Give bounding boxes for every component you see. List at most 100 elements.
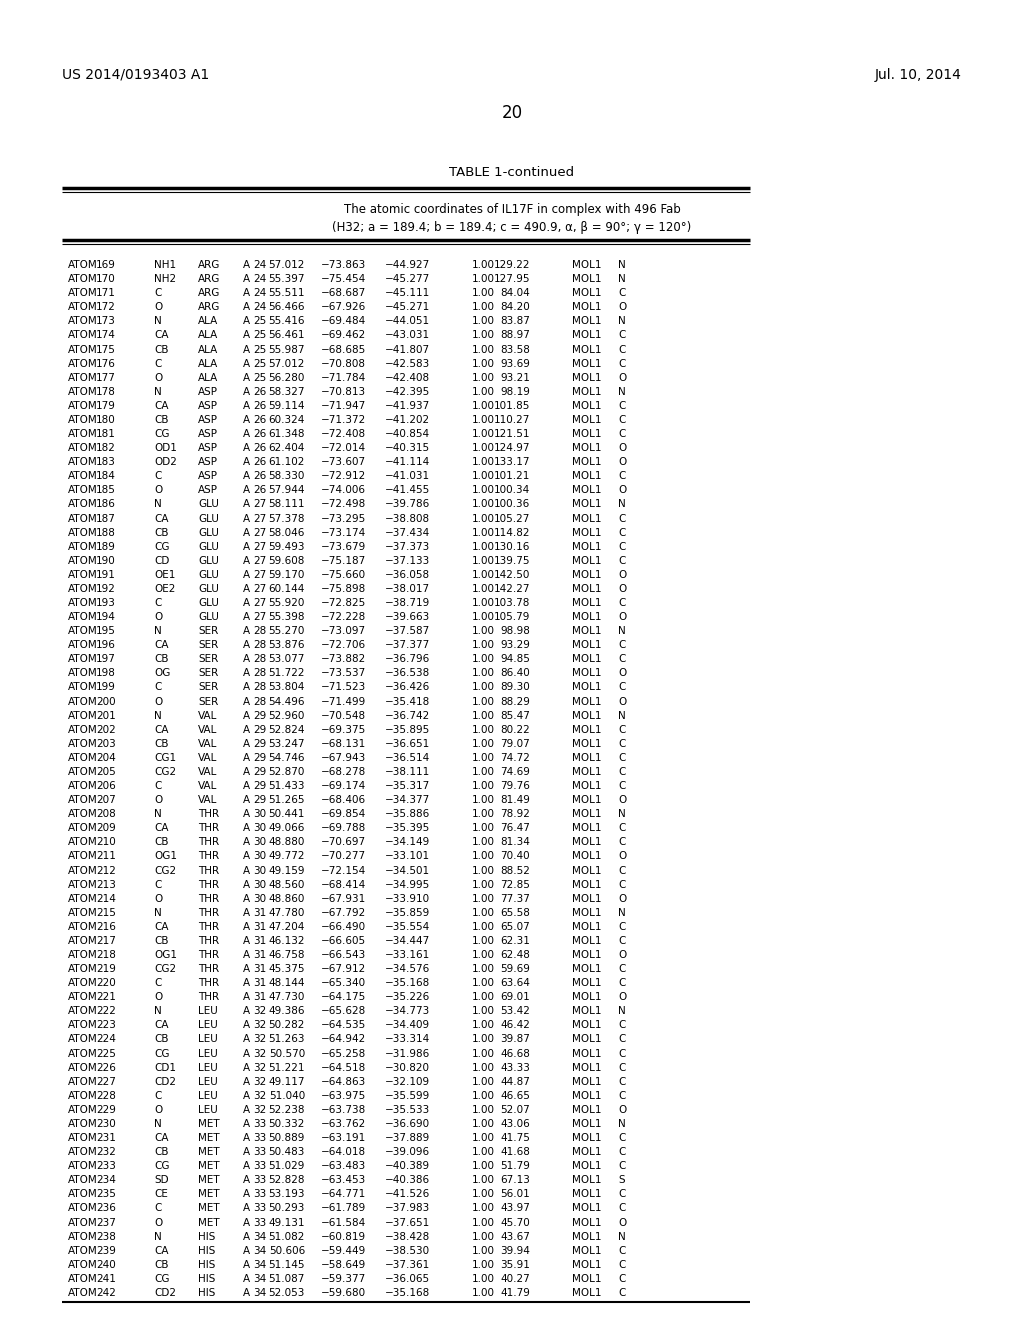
Text: A: A [243,513,250,524]
Text: 29: 29 [253,781,266,791]
Text: 206: 206 [96,781,116,791]
Text: MOL1: MOL1 [572,1147,601,1158]
Text: −72.408: −72.408 [321,429,366,440]
Text: 184: 184 [96,471,116,482]
Text: ATOM: ATOM [68,879,97,890]
Text: 203: 203 [96,739,116,748]
Text: 218: 218 [96,950,116,960]
Text: 194: 194 [96,612,116,622]
Text: 61.102: 61.102 [268,457,305,467]
Text: 1.00: 1.00 [472,1288,495,1298]
Text: −37.651: −37.651 [385,1217,430,1228]
Text: MOL1: MOL1 [572,444,601,453]
Text: 59.114: 59.114 [268,401,305,411]
Text: 227: 227 [96,1077,116,1086]
Text: ARG: ARG [198,275,220,284]
Text: A: A [243,866,250,875]
Text: ATOM: ATOM [68,471,97,482]
Text: A: A [243,1077,250,1086]
Text: 76.47: 76.47 [500,824,530,833]
Text: 43.33: 43.33 [500,1063,530,1073]
Text: 196: 196 [96,640,116,651]
Text: 53.876: 53.876 [268,640,305,651]
Text: ATOM: ATOM [68,1274,97,1284]
Text: ATOM: ATOM [68,697,97,706]
Text: SER: SER [198,697,218,706]
Text: MOL1: MOL1 [572,556,601,566]
Text: 26: 26 [253,414,266,425]
Text: 1.00: 1.00 [472,824,495,833]
Text: −64.535: −64.535 [321,1020,366,1031]
Text: 1.00: 1.00 [472,1175,495,1185]
Text: 142.50: 142.50 [494,570,530,579]
Text: −72.498: −72.498 [321,499,366,510]
Text: MOL1: MOL1 [572,739,601,748]
Text: O: O [154,795,162,805]
Text: CA: CA [154,1020,169,1031]
Text: −40.389: −40.389 [385,1162,430,1171]
Text: ATOM: ATOM [68,1133,97,1143]
Text: ASP: ASP [198,414,218,425]
Text: ATOM: ATOM [68,429,97,440]
Text: 1.00: 1.00 [472,359,495,368]
Text: −41.526: −41.526 [385,1189,430,1200]
Text: −42.583: −42.583 [385,359,430,368]
Text: 32: 32 [253,1020,266,1031]
Text: 79.07: 79.07 [501,739,530,748]
Text: 93.69: 93.69 [500,359,530,368]
Text: MOL1: MOL1 [572,1048,601,1059]
Text: ATOM: ATOM [68,275,97,284]
Text: A: A [243,668,250,678]
Text: 234: 234 [96,1175,116,1185]
Text: A: A [243,781,250,791]
Text: 51.433: 51.433 [268,781,305,791]
Text: 30: 30 [253,809,266,820]
Text: ATOM: ATOM [68,964,97,974]
Text: 45.375: 45.375 [268,964,305,974]
Text: 27: 27 [253,612,266,622]
Text: −73.537: −73.537 [321,668,366,678]
Text: 124.97: 124.97 [494,444,530,453]
Text: −36.058: −36.058 [385,570,430,579]
Text: −71.523: −71.523 [321,682,366,693]
Text: 28: 28 [253,682,266,693]
Text: 213: 213 [96,879,116,890]
Text: 139.75: 139.75 [494,556,530,566]
Text: 205: 205 [96,767,116,777]
Text: 28: 28 [253,668,266,678]
Text: A: A [243,908,250,917]
Text: A: A [243,612,250,622]
Text: 27: 27 [253,570,266,579]
Text: 182: 182 [96,444,116,453]
Text: ATOM: ATOM [68,1162,97,1171]
Text: 31: 31 [253,908,266,917]
Text: −41.114: −41.114 [385,457,430,467]
Text: 52.960: 52.960 [268,710,305,721]
Text: 74.72: 74.72 [500,752,530,763]
Text: 60.144: 60.144 [268,583,305,594]
Text: O: O [618,1217,627,1228]
Text: MOL1: MOL1 [572,1006,601,1016]
Text: 215: 215 [96,908,116,917]
Text: A: A [243,541,250,552]
Text: ATOM: ATOM [68,528,97,537]
Text: 72.85: 72.85 [500,879,530,890]
Text: −44.927: −44.927 [385,260,430,271]
Text: ATOM: ATOM [68,1189,97,1200]
Text: 78.92: 78.92 [500,809,530,820]
Text: C: C [618,401,626,411]
Text: MOL1: MOL1 [572,1274,601,1284]
Text: ALA: ALA [198,345,218,355]
Text: C: C [618,767,626,777]
Text: 58.046: 58.046 [268,528,305,537]
Text: A: A [243,964,250,974]
Text: −34.409: −34.409 [385,1020,430,1031]
Text: OG1: OG1 [154,950,177,960]
Text: MOL1: MOL1 [572,317,601,326]
Text: Jul. 10, 2014: Jul. 10, 2014 [876,69,962,82]
Text: MOL1: MOL1 [572,824,601,833]
Text: THR: THR [198,908,219,917]
Text: O: O [618,486,627,495]
Text: O: O [154,612,162,622]
Text: −30.820: −30.820 [385,1063,430,1073]
